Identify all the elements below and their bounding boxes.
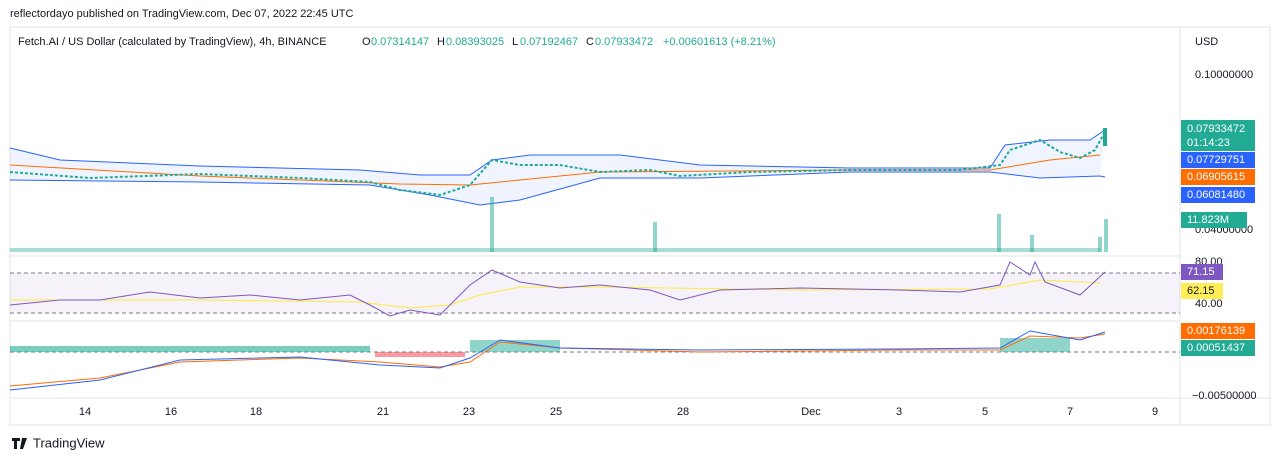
label-bg [1181,187,1255,203]
label-bg [1181,152,1255,168]
countdown: 01:14:23 [1187,137,1230,149]
open-key: O [362,36,371,48]
time-label: 28 [677,406,689,418]
open: 0.07314147 [371,36,429,48]
change: +0.00601613 (+8.21%) [663,36,776,48]
time-label: 7 [1067,406,1073,418]
macd-line [9,330,1106,391]
bb-basis-value: 0.06905615 [1187,171,1245,183]
symbol: Fetch.AI / US Dollar (calculated by Trad… [18,36,327,48]
bb-lower-value: 0.06081480 [1187,189,1245,201]
high: 0.08393025 [446,36,504,48]
time-label: 21 [377,406,389,418]
time-axis: 14 16 18 21 23 25 28 Dec 3 5 7 9 [79,406,1158,418]
brand: TradingView [33,435,105,450]
low-key: L [512,36,518,48]
publisher: reflectordayo published on TradingView.c… [10,8,354,20]
legend: Fetch.AI / US Dollar (calculated by Trad… [18,36,776,48]
rsi-ma-value: 62.15 [1187,285,1215,297]
volume-value: 11.823M [1187,214,1229,226]
logo [12,438,27,449]
label-bg [1181,169,1255,185]
rsi-tick: 40.00 [1195,298,1223,310]
currency: USD [1195,36,1218,48]
bb-lower [9,171,1106,206]
time-label: 5 [982,406,988,418]
rsi-ma [10,279,1101,309]
signal-value: 0.00051437 [1187,342,1245,354]
last-price: 0.07933472 [1187,123,1245,135]
close-key: C [586,36,594,48]
low: 0.07192467 [520,36,578,48]
rsi-band [10,273,1180,313]
time-label: 23 [463,406,475,418]
high-key: H [437,36,445,48]
last-candle [1103,128,1107,146]
time-label: 3 [896,406,902,418]
footer: TradingView [12,435,105,450]
macd-signal [9,333,1106,387]
volume-bars [10,197,1108,252]
rsi-line [9,260,1106,317]
macd-hist [10,346,370,352]
close: 0.07933472 [595,36,653,48]
label-bg [1181,212,1247,228]
bb-basis [9,154,1101,186]
time-label: 16 [165,406,177,418]
time-label: 25 [550,406,562,418]
macd-tick: −0.00500000 [1192,390,1257,402]
time-label: Dec [801,406,821,418]
macd-value: 0.00176139 [1187,325,1245,337]
label-bg [1181,323,1255,339]
chart-frame [9,26,1271,426]
price-tick: 0.10000000 [1195,69,1253,81]
last-price-label [1181,120,1255,151]
label-bg [1181,340,1255,356]
label-bg [1181,283,1223,299]
price-candles [9,131,1106,197]
time-label: 14 [79,406,91,418]
bb-upper-value: 0.07729751 [1187,154,1245,166]
time-label: 9 [1152,406,1158,418]
bb-upper [9,129,1106,176]
time-label: 18 [250,406,262,418]
macd-hist [470,340,560,352]
macd-hist [375,352,465,357]
label-bg [1181,264,1223,280]
rsi-value: 71.15 [1187,266,1215,278]
band-fill [10,130,1105,205]
